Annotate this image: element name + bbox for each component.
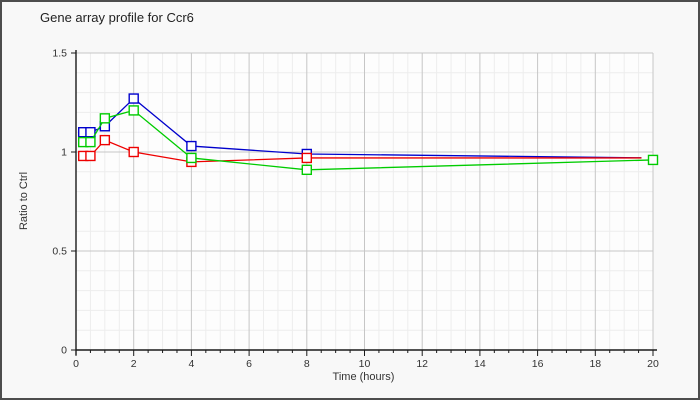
x-tick-label: 10 — [359, 358, 371, 370]
x-tick-label: 4 — [188, 358, 194, 370]
x-tick-label: 16 — [532, 358, 544, 370]
series-red-marker — [85, 150, 96, 162]
y-tick-label: 1.5 — [52, 48, 67, 60]
series-green-marker — [301, 164, 312, 176]
x-tick-label: 20 — [647, 358, 659, 370]
series-green-marker — [99, 113, 111, 124]
y-tick-label: 0.5 — [52, 246, 67, 258]
x-tick-label: 14 — [474, 358, 486, 370]
series-red-marker — [128, 146, 139, 158]
series-red-marker — [99, 134, 111, 146]
series-green-marker — [186, 152, 197, 164]
series-green-marker — [128, 105, 139, 116]
series-blue-marker — [186, 140, 197, 152]
y-tick-label: 1 — [61, 147, 67, 159]
x-tick-label: 18 — [589, 358, 601, 370]
x-tick-label: 6 — [246, 358, 252, 370]
series-blue-marker — [85, 126, 96, 138]
y-axis-title: Ratio to Ctrl — [18, 171, 30, 231]
chart-title: Gene array profile for Ccr6 — [40, 10, 194, 25]
series-green-marker — [647, 154, 659, 166]
series-red-marker — [301, 152, 312, 164]
y-tick-label: 0 — [61, 345, 67, 357]
x-tick-label: 2 — [131, 358, 137, 370]
x-axis-title: Time (hours) — [332, 371, 395, 383]
series-green-marker — [85, 136, 96, 148]
x-tick-label: 0 — [73, 358, 79, 370]
series-blue-marker — [128, 93, 139, 104]
x-tick-label: 8 — [304, 358, 310, 370]
x-tick-label: 12 — [416, 358, 428, 370]
